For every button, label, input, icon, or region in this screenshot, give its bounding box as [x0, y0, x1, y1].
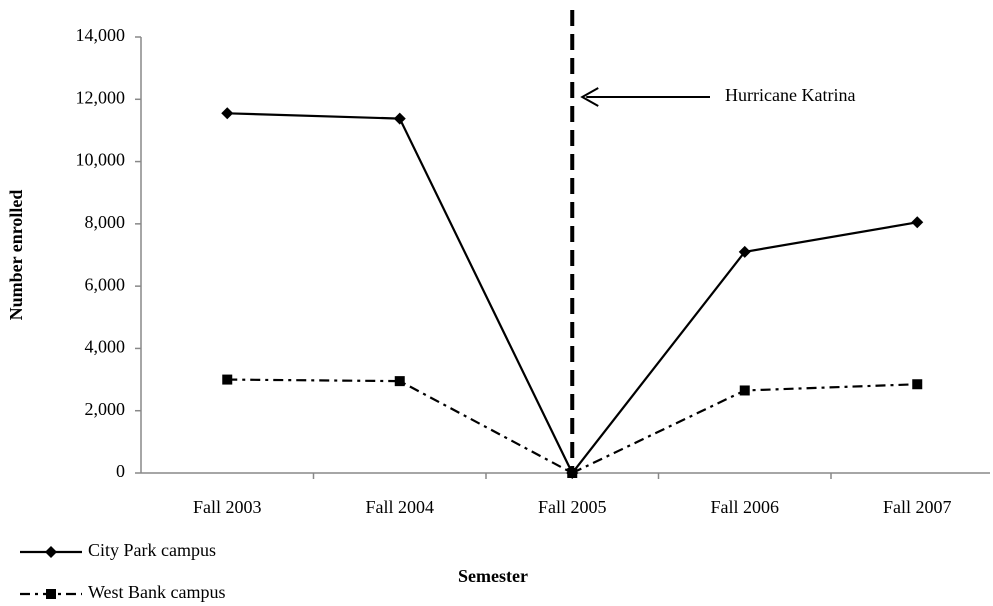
y-tick-label: 12,000 [76, 87, 126, 107]
annotation-arrowhead [580, 87, 599, 107]
data-point [739, 385, 750, 396]
y-tick-label: 14,000 [76, 25, 126, 45]
legend-marker [46, 589, 56, 599]
data-point [222, 374, 233, 385]
data-point [393, 112, 406, 125]
x-tick-label: Fall 2007 [883, 497, 952, 517]
x-tick-label: Fall 2004 [365, 497, 434, 517]
data-point [394, 376, 405, 387]
legend-label: City Park campus [88, 540, 216, 560]
x-tick-label: Fall 2003 [193, 497, 262, 517]
data-point [911, 216, 924, 229]
y-tick-label: 4,000 [85, 337, 126, 357]
data-point [221, 107, 234, 120]
x-axis-label: Semester [458, 566, 528, 586]
data-point [738, 245, 751, 258]
legend-marker [45, 546, 57, 558]
annotation: Hurricane Katrina [725, 85, 855, 105]
y-tick-label: 0 [116, 461, 125, 481]
legend-label: West Bank campus [88, 582, 226, 602]
x-tick-label: Fall 2006 [710, 497, 779, 517]
y-tick-label: 2,000 [85, 399, 126, 419]
y-tick-label: 8,000 [85, 212, 126, 232]
y-axis-label: Number enrolled [6, 190, 26, 321]
data-point [912, 379, 923, 390]
y-tick-label: 6,000 [85, 274, 126, 294]
y-tick-label: 10,000 [76, 150, 126, 170]
x-tick-label: Fall 2005 [538, 497, 607, 517]
series-line [227, 378, 918, 475]
data-point [567, 468, 578, 478]
